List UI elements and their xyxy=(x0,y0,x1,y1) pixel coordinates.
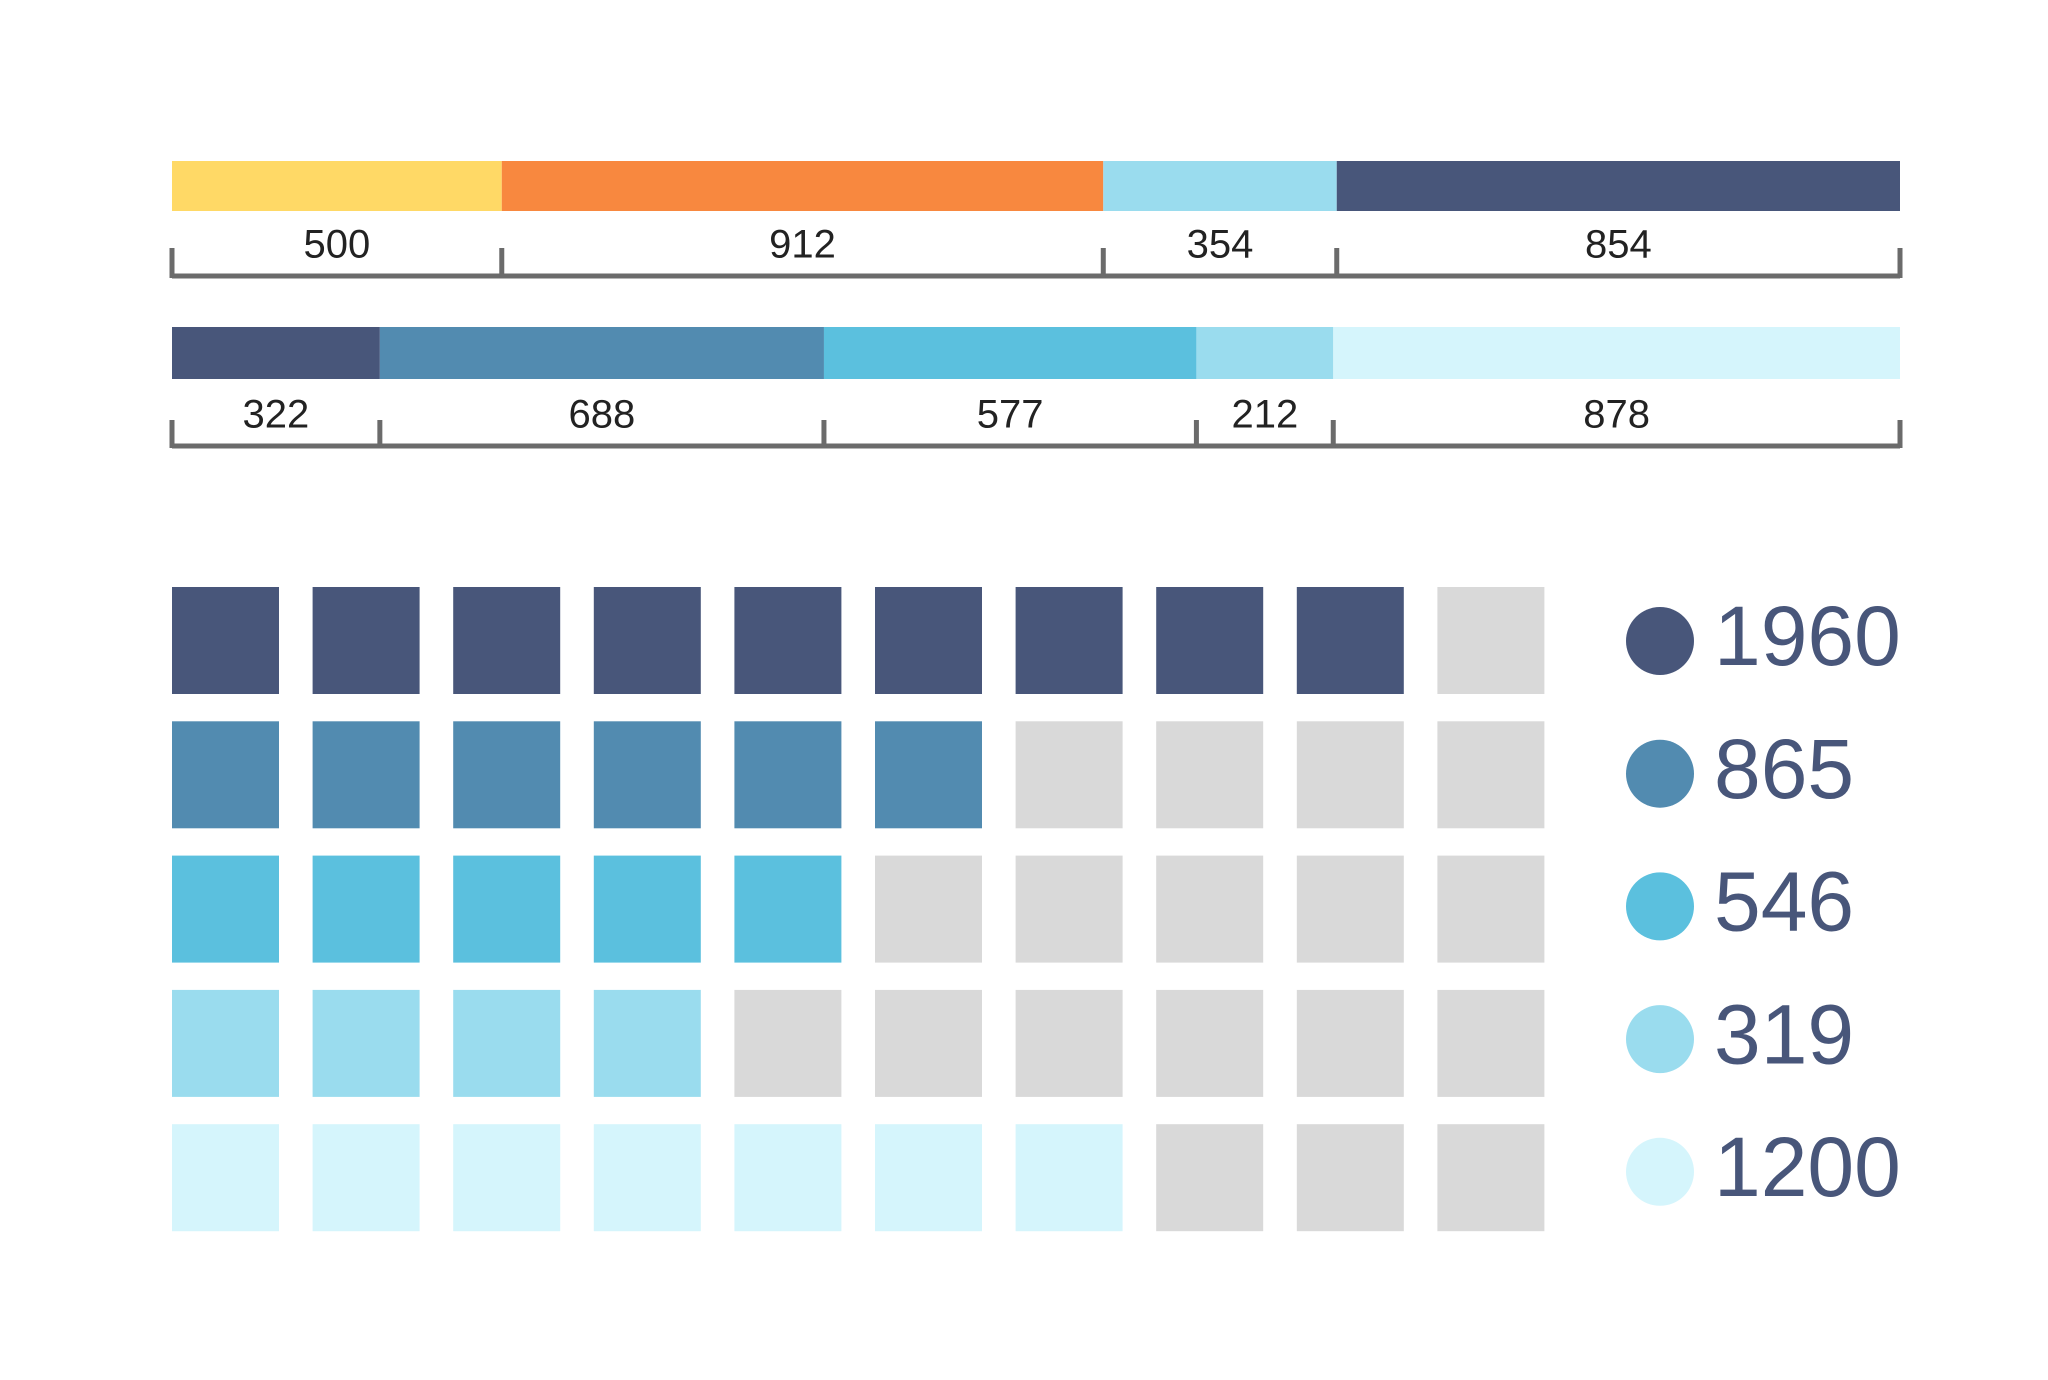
filled-cell xyxy=(875,1124,982,1232)
filled-cell xyxy=(875,721,982,829)
filled-cell xyxy=(593,855,701,963)
legend-dot xyxy=(1626,1137,1694,1206)
filled-cell xyxy=(312,721,420,829)
filled-cell xyxy=(312,587,420,694)
empty-cell xyxy=(1437,587,1545,694)
segment-label: 688 xyxy=(569,393,636,437)
filled-cell xyxy=(1015,587,1123,694)
segment xyxy=(379,327,824,379)
filled-cell xyxy=(593,587,701,694)
empty-cell xyxy=(1015,721,1123,829)
segment-label: 322 xyxy=(243,393,310,437)
legend-dot xyxy=(1626,739,1694,808)
segment-label: 212 xyxy=(1231,393,1298,437)
filled-cell xyxy=(172,1124,279,1232)
legend-label: 546 xyxy=(1714,855,1854,949)
segment-label: 577 xyxy=(977,393,1044,437)
segment xyxy=(1103,161,1337,211)
segment xyxy=(1336,161,1900,211)
legend-label: 1200 xyxy=(1714,1120,1901,1214)
filled-cell xyxy=(172,721,279,829)
filled-cell xyxy=(453,855,561,963)
empty-cell xyxy=(1015,989,1123,1097)
segment-label: 354 xyxy=(1187,223,1254,267)
empty-cell xyxy=(734,989,842,1097)
segment-label: 912 xyxy=(769,223,836,267)
filled-cell xyxy=(172,855,279,963)
empty-cell xyxy=(1296,989,1404,1097)
empty-cell xyxy=(1156,989,1264,1097)
segment xyxy=(1333,327,1900,379)
legend-label: 319 xyxy=(1714,987,1854,1081)
filled-cell xyxy=(1296,587,1404,694)
empty-cell xyxy=(875,855,982,963)
filled-cell xyxy=(1156,587,1264,694)
empty-cell xyxy=(875,989,982,1097)
empty-cell xyxy=(1296,1124,1404,1232)
legend-dot xyxy=(1626,1005,1694,1074)
empty-cell xyxy=(1437,855,1545,963)
filled-cell xyxy=(312,1124,420,1232)
segment xyxy=(1196,327,1334,379)
empty-cell xyxy=(1296,855,1404,963)
filled-cell xyxy=(172,989,279,1097)
segment xyxy=(172,161,502,211)
filled-cell xyxy=(172,587,279,694)
filled-cell xyxy=(593,721,701,829)
empty-cell xyxy=(1437,721,1545,829)
segment xyxy=(823,327,1197,379)
filled-cell xyxy=(312,855,420,963)
segment-label: 854 xyxy=(1585,223,1652,267)
filled-cell xyxy=(593,1124,701,1232)
legend-dot xyxy=(1626,872,1694,941)
filled-cell xyxy=(453,1124,561,1232)
filled-cell xyxy=(593,989,701,1097)
filled-cell xyxy=(453,989,561,1097)
filled-cell xyxy=(734,855,842,963)
filled-cell xyxy=(875,587,982,694)
empty-cell xyxy=(1296,721,1404,829)
empty-cell xyxy=(1437,989,1545,1097)
filled-cell xyxy=(734,587,842,694)
segment-label: 878 xyxy=(1583,393,1650,437)
empty-cell xyxy=(1156,855,1264,963)
segment xyxy=(501,161,1104,211)
empty-cell xyxy=(1156,1124,1264,1232)
empty-cell xyxy=(1015,855,1123,963)
legend-label: 865 xyxy=(1714,722,1854,816)
segment xyxy=(172,327,380,379)
empty-cell xyxy=(1156,721,1264,829)
filled-cell xyxy=(1015,1124,1123,1232)
filled-cell xyxy=(312,989,420,1097)
segment-label: 500 xyxy=(304,223,371,267)
legend-dot xyxy=(1626,607,1694,675)
legend-label: 1960 xyxy=(1714,589,1901,683)
empty-cell xyxy=(1437,1124,1545,1232)
filled-cell xyxy=(453,587,561,694)
filled-cell xyxy=(734,721,842,829)
filled-cell xyxy=(453,721,561,829)
filled-cell xyxy=(734,1124,842,1232)
